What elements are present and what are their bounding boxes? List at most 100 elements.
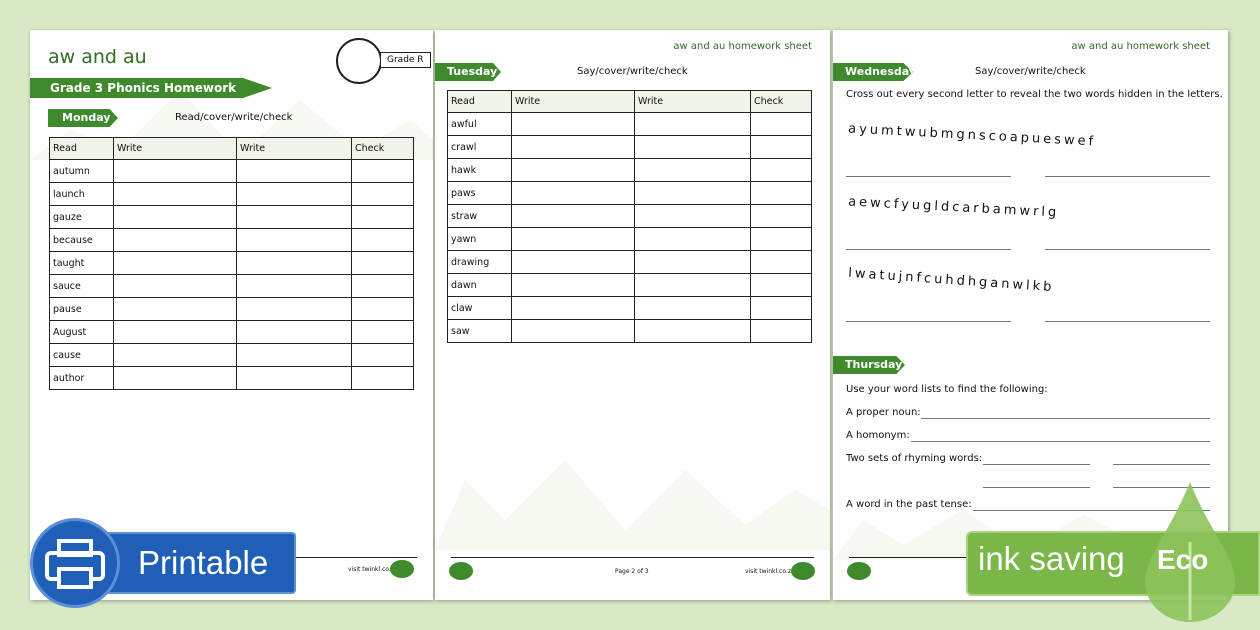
write-cell[interactable] — [113, 159, 237, 183]
table-row: hawk — [447, 158, 812, 182]
write-cell[interactable] — [634, 296, 751, 320]
write-cell[interactable] — [113, 205, 237, 229]
word-cell: saw — [447, 319, 512, 343]
check-cell[interactable] — [750, 296, 812, 320]
check-cell[interactable] — [750, 112, 812, 136]
check-cell[interactable] — [351, 366, 414, 390]
table-row: August — [49, 320, 414, 344]
answer-line[interactable] — [921, 418, 1210, 419]
write-cell[interactable] — [511, 273, 635, 297]
check-cell[interactable] — [351, 251, 414, 275]
write-cell[interactable] — [511, 158, 635, 182]
check-cell[interactable] — [750, 319, 812, 343]
page-1: aw and au Grade 3 Phonics Homework Sheet… — [30, 30, 433, 600]
write-cell[interactable] — [634, 135, 751, 159]
write-cell[interactable] — [236, 343, 352, 367]
table-row: autumn — [49, 159, 414, 183]
write-cell[interactable] — [634, 273, 751, 297]
table-row: launch — [49, 182, 414, 206]
write-cell[interactable] — [113, 343, 237, 367]
word-cell: crawl — [447, 135, 512, 159]
table-row: dawn — [447, 273, 812, 297]
check-cell[interactable] — [351, 274, 414, 298]
write-cell[interactable] — [113, 251, 237, 275]
check-cell[interactable] — [750, 273, 812, 297]
check-cell[interactable] — [351, 182, 414, 206]
check-cell[interactable] — [351, 320, 414, 344]
write-cell[interactable] — [511, 204, 635, 228]
write-cell[interactable] — [236, 297, 352, 321]
twinkl-logo — [390, 560, 414, 578]
write-cell[interactable] — [236, 320, 352, 344]
page-number: Page 2 of 3 — [615, 568, 649, 575]
check-cell[interactable] — [750, 227, 812, 251]
column-header: Write — [113, 137, 237, 160]
table-row: yawn — [447, 227, 812, 251]
write-cell[interactable] — [634, 181, 751, 205]
answer-line[interactable] — [973, 510, 1210, 511]
day-tag-monday: Monday — [48, 109, 118, 127]
table-row: straw — [447, 204, 812, 228]
write-cell[interactable] — [236, 182, 352, 206]
check-cell[interactable] — [750, 181, 812, 205]
check-cell[interactable] — [750, 250, 812, 274]
column-header: Write — [634, 90, 751, 113]
write-cell[interactable] — [634, 112, 751, 136]
write-cell[interactable] — [634, 227, 751, 251]
write-cell[interactable] — [511, 227, 635, 251]
write-cell[interactable] — [236, 205, 352, 229]
answer-line[interactable] — [911, 441, 1210, 442]
sheet-header: aw and au homework sheet — [673, 41, 812, 52]
family-icon — [336, 38, 382, 84]
word-cell: autumn — [49, 159, 114, 183]
write-cell[interactable] — [634, 158, 751, 182]
column-header: Write — [511, 90, 635, 113]
prompt-homonym: A homonym: — [846, 430, 910, 441]
write-cell[interactable] — [113, 297, 237, 321]
day-tag-wednesday: Wednesday — [833, 63, 913, 81]
write-cell[interactable] — [634, 319, 751, 343]
write-cell[interactable] — [236, 366, 352, 390]
word-table: Read Write Write Check autumn launch gauze beca… — [49, 137, 414, 390]
check-cell[interactable] — [351, 205, 414, 229]
leaf-drop-icon — [1145, 482, 1235, 622]
check-cell[interactable] — [351, 343, 414, 367]
write-cell[interactable] — [236, 274, 352, 298]
footer-url: visit twinkl.co.za — [745, 568, 795, 575]
footer-url: visit twinkl.co.za — [348, 566, 398, 573]
word-cell: author — [49, 366, 114, 390]
write-cell[interactable] — [511, 250, 635, 274]
word-cell: sauce — [49, 274, 114, 298]
write-cell[interactable] — [236, 228, 352, 252]
check-cell[interactable] — [750, 135, 812, 159]
write-cell[interactable] — [511, 181, 635, 205]
eco-label: Eco — [1157, 544, 1209, 575]
word-cell: claw — [447, 296, 512, 320]
table-row: because — [49, 228, 414, 252]
write-cell[interactable] — [511, 296, 635, 320]
write-cell[interactable] — [511, 319, 635, 343]
write-cell[interactable] — [236, 251, 352, 275]
word-cell: launch — [49, 182, 114, 206]
check-cell[interactable] — [750, 158, 812, 182]
write-cell[interactable] — [634, 204, 751, 228]
write-cell[interactable] — [113, 320, 237, 344]
check-cell[interactable] — [351, 228, 414, 252]
write-cell[interactable] — [634, 250, 751, 274]
check-cell[interactable] — [750, 204, 812, 228]
write-cell[interactable] — [113, 182, 237, 206]
write-cell[interactable] — [113, 274, 237, 298]
write-cell[interactable] — [511, 135, 635, 159]
table-row: claw — [447, 296, 812, 320]
write-cell[interactable] — [113, 366, 237, 390]
instruction: Read/cover/write/check — [175, 112, 293, 123]
table-row: awful — [447, 112, 812, 136]
write-cell[interactable] — [236, 159, 352, 183]
write-cell[interactable] — [511, 112, 635, 136]
table-row: taught — [49, 251, 414, 275]
check-cell[interactable] — [351, 159, 414, 183]
word-table: Read Write Write Check awful crawl hawk paws str… — [447, 90, 812, 343]
write-cell[interactable] — [113, 228, 237, 252]
page-3: aw and au homework sheet Wednesday Say/c… — [833, 30, 1228, 600]
check-cell[interactable] — [351, 297, 414, 321]
